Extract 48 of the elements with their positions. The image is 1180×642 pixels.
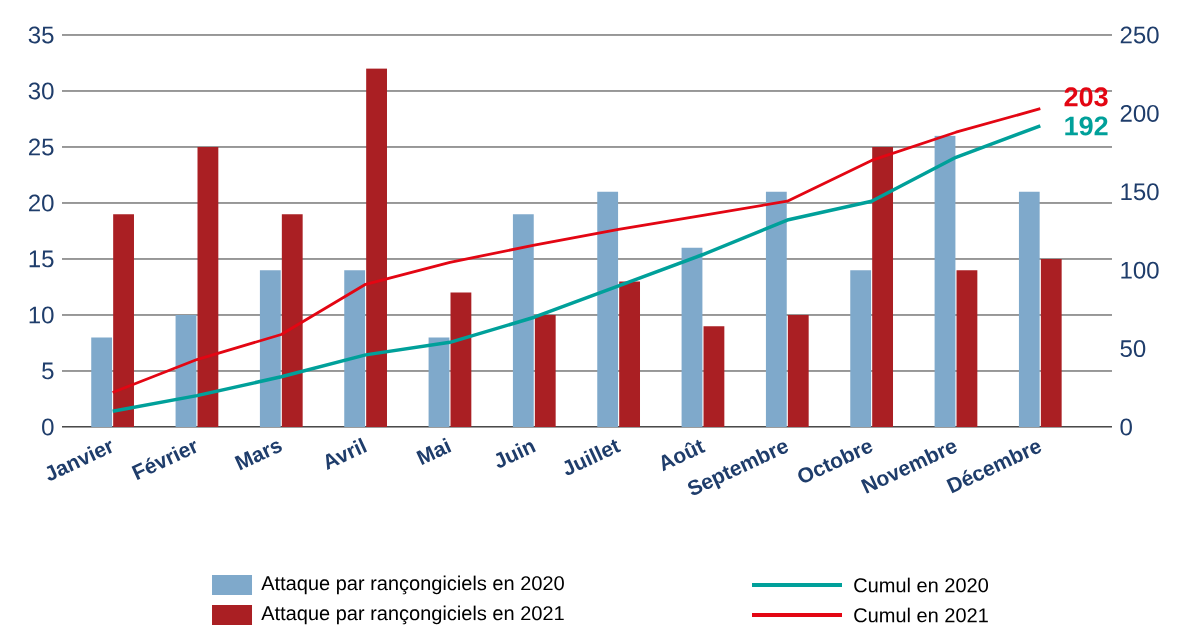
x-tick-label: Mars xyxy=(234,441,282,471)
x-tick-label: Avril xyxy=(325,437,368,470)
bar xyxy=(681,247,703,427)
y-tick-label: 25 xyxy=(28,138,54,156)
y-tick-label: 30 xyxy=(28,82,54,100)
y-tick-label: 10 xyxy=(29,306,54,324)
bar xyxy=(703,326,725,427)
legend-label: Cumul en 2021 xyxy=(854,607,988,623)
bar xyxy=(1018,191,1040,427)
bar xyxy=(197,147,219,427)
y-tick-label: 35 xyxy=(28,26,54,44)
y2-tick-label: 200 xyxy=(1120,104,1159,122)
bar xyxy=(850,270,872,427)
bar xyxy=(512,214,534,427)
bar xyxy=(366,68,387,427)
bar xyxy=(597,191,619,427)
y-tick-label: 0 xyxy=(42,418,54,436)
bar xyxy=(113,214,134,427)
x-tick-label: Juin xyxy=(495,442,536,468)
legend-label: Attaque par rançongiciels en 2021 xyxy=(261,605,564,625)
bar xyxy=(1040,258,1062,427)
y-tick-label: 20 xyxy=(28,194,54,212)
annotation: 192 xyxy=(1065,116,1108,136)
bar xyxy=(450,292,472,427)
y2-tick-label: 250 xyxy=(1120,26,1159,44)
annotation: 203 xyxy=(1064,87,1108,107)
bar xyxy=(934,135,956,427)
y2-tick-label: 50 xyxy=(1120,340,1146,358)
x-tick-label: Mai xyxy=(416,437,452,465)
legend-label: Cumul en 2020 xyxy=(854,577,989,593)
y-tick-label: 5 xyxy=(42,362,54,380)
bar xyxy=(281,214,303,427)
bar xyxy=(956,270,978,427)
bar xyxy=(787,314,809,427)
y2-tick-label: 0 xyxy=(1120,418,1132,436)
bar xyxy=(765,191,787,427)
bar xyxy=(428,337,450,427)
bar xyxy=(619,281,640,427)
bar xyxy=(872,147,894,427)
bar xyxy=(175,314,197,427)
legend-label: Attaque par rançongiciels en 2020 xyxy=(261,575,564,595)
y-tick-label: 15 xyxy=(29,250,54,268)
bar xyxy=(91,337,113,427)
bar xyxy=(344,270,366,427)
y2-tick-label: 100 xyxy=(1121,261,1159,279)
bar xyxy=(259,270,281,427)
bar xyxy=(534,314,556,427)
y2-tick-label: 150 xyxy=(1121,183,1159,201)
